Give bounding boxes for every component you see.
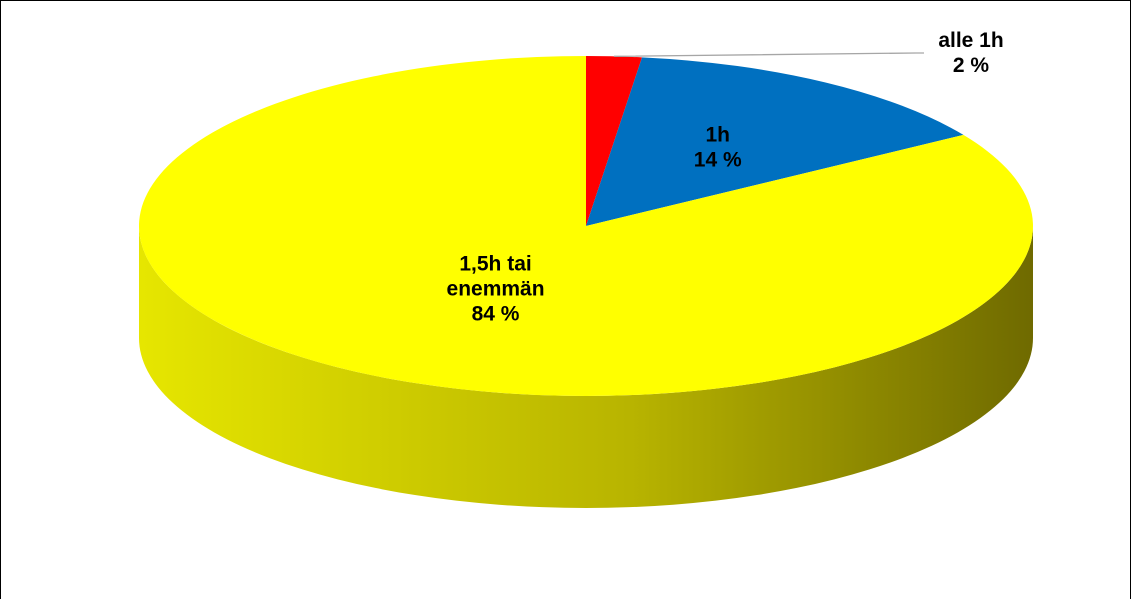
pie-label-layer: alle 1h 2 % 1h 14 % 1,5h tai enemmän 84 % xyxy=(447,29,1004,326)
pie-top-layer xyxy=(139,56,1033,396)
data-label-alle-1h: alle 1h 2 % xyxy=(938,29,1003,77)
data-label-1-5h-tai-enemm-n: 1,5h tai enemmän 84 % xyxy=(447,253,545,326)
pie-side-1-5h-tai-enemm-n xyxy=(139,226,1033,508)
pie-slice-alle-1h xyxy=(586,56,643,226)
pie-slice-1h xyxy=(586,57,964,226)
leader-line-alle-1h xyxy=(614,52,924,57)
data-label-1h: 1h 14 % xyxy=(694,124,742,172)
pie-slice-1-5h-tai-enemm-n xyxy=(139,56,1033,396)
pie-side-layer xyxy=(139,226,1033,508)
